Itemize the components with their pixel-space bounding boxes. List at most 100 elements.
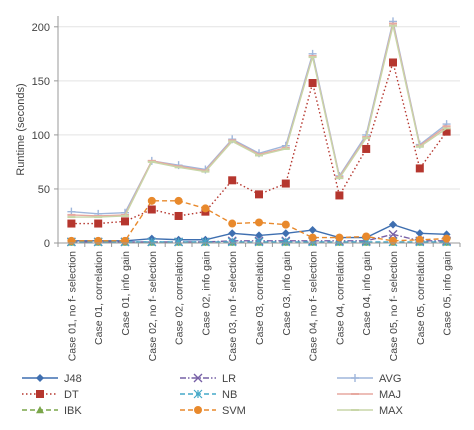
point-nb <box>227 237 237 247</box>
y-tick-label: 100 <box>32 130 50 142</box>
legend-label-ibk: IBK <box>64 405 82 417</box>
series-line-avg <box>71 21 448 215</box>
y-axis-ticks: 0 50 100 150 200 <box>32 22 58 250</box>
point-dt <box>308 79 317 88</box>
legend-item-maj: MAJ <box>337 389 401 401</box>
point-svm <box>415 235 424 244</box>
point-lr <box>388 229 398 239</box>
legend-label-avg: AVG <box>379 373 401 385</box>
series-maj <box>67 22 451 217</box>
legend-item-dt: DT <box>22 389 79 401</box>
point-nb <box>200 237 210 247</box>
x-tick-label: Case 01, info gain <box>120 251 132 336</box>
series-avg <box>67 17 451 218</box>
legend-marker-ibk <box>36 406 44 414</box>
point-svm <box>281 220 290 229</box>
x-axis-ticks: Case 01, no f- selection Case 01, correla… <box>57 243 461 361</box>
legend-marker-j48 <box>36 374 44 382</box>
series-line-max <box>71 25 447 218</box>
x-tick-label: Case 03, no f- selection <box>227 251 239 361</box>
legend-marker-lr <box>193 373 203 383</box>
legend: J48 DT IBK LR NB SVM AVG MAJ MAX <box>22 373 404 417</box>
legend-label-nb: NB <box>222 389 237 401</box>
point-dt <box>335 191 344 200</box>
series-dt <box>67 58 451 228</box>
point-nb <box>254 237 264 247</box>
point-svm <box>94 236 103 245</box>
point-j48 <box>389 220 397 229</box>
x-tick-label: Case 02, no f- selection <box>147 251 159 361</box>
point-svm <box>67 236 76 245</box>
point-svm <box>389 236 397 245</box>
series-line-dt <box>71 59 448 225</box>
point-svm <box>201 204 210 213</box>
x-tick-label: Case 04, correlation <box>334 251 346 345</box>
legend-item-ibk: IBK <box>22 405 82 417</box>
y-tick-label: 150 <box>32 76 50 88</box>
point-svm <box>228 219 237 228</box>
x-tick-label: Case 05, correlation <box>415 251 427 345</box>
point-dt <box>255 190 263 199</box>
series-max <box>67 24 451 219</box>
point-svm <box>147 196 156 205</box>
series-lines <box>66 17 452 247</box>
point-dt <box>442 127 451 136</box>
point-nb <box>147 237 157 247</box>
legend-marker-nb <box>193 389 203 399</box>
point-svm <box>174 196 183 205</box>
x-tick-label: Case 03, info gain <box>281 251 293 336</box>
point-svm <box>362 232 371 241</box>
point-nb <box>174 237 184 247</box>
legend-item-lr: LR <box>180 373 236 385</box>
legend-item-j48: J48 <box>22 373 82 385</box>
point-dt <box>362 144 371 153</box>
point-dt <box>281 179 290 188</box>
y-tick-label: 0 <box>44 238 50 250</box>
point-dt <box>174 211 183 220</box>
x-tick-label: Case 01, correlation <box>93 251 105 345</box>
point-j48 <box>415 229 424 238</box>
point-svm <box>442 234 451 243</box>
point-dt <box>67 219 76 228</box>
legend-label-dt: DT <box>64 389 79 401</box>
legend-item-avg: AVG <box>337 373 401 385</box>
point-dt <box>94 219 103 228</box>
legend-label-svm: SVM <box>222 405 246 417</box>
point-j48 <box>255 231 263 240</box>
y-tick-label: 200 <box>32 22 50 34</box>
point-j48 <box>281 229 290 238</box>
point-j48 <box>228 229 237 238</box>
series-line-maj <box>71 23 448 217</box>
legend-item-nb: NB <box>180 389 237 401</box>
x-tick-label: Case 05, no f- selection <box>388 251 400 361</box>
point-dt <box>121 217 129 226</box>
x-tick-label: Case 05, info gain <box>442 251 454 336</box>
legend-label-maj: MAJ <box>379 389 401 401</box>
legend-marker-dt <box>36 390 44 398</box>
point-svm <box>255 218 263 227</box>
x-tick-label: Case 02, correlation <box>174 251 186 345</box>
x-tick-label: Case 04, info gain <box>361 251 373 336</box>
point-dt <box>228 176 237 185</box>
x-tick-label: Case 01, no f- selection <box>66 251 78 361</box>
point-j48 <box>308 226 317 235</box>
point-nb <box>281 237 291 247</box>
legend-marker-avg <box>351 374 359 382</box>
point-svm <box>308 233 317 242</box>
y-axis-title: Runtime (seconds) <box>15 83 27 175</box>
point-dt <box>415 164 424 173</box>
legend-marker-svm <box>194 406 202 414</box>
y-tick-label: 50 <box>38 184 50 196</box>
legend-label-max: MAX <box>379 405 404 417</box>
legend-item-svm: SVM <box>180 405 246 417</box>
x-tick-label: Case 02, info gain <box>200 251 212 336</box>
point-svm <box>335 233 344 242</box>
x-tick-label: Case 04, no f- selection <box>308 251 320 361</box>
point-dt <box>389 58 397 67</box>
x-tick-label: Case 03, correlation <box>254 251 266 345</box>
legend-label-j48: J48 <box>64 373 82 385</box>
point-dt <box>147 205 156 214</box>
point-svm <box>121 236 129 245</box>
legend-item-max: MAX <box>337 405 404 417</box>
